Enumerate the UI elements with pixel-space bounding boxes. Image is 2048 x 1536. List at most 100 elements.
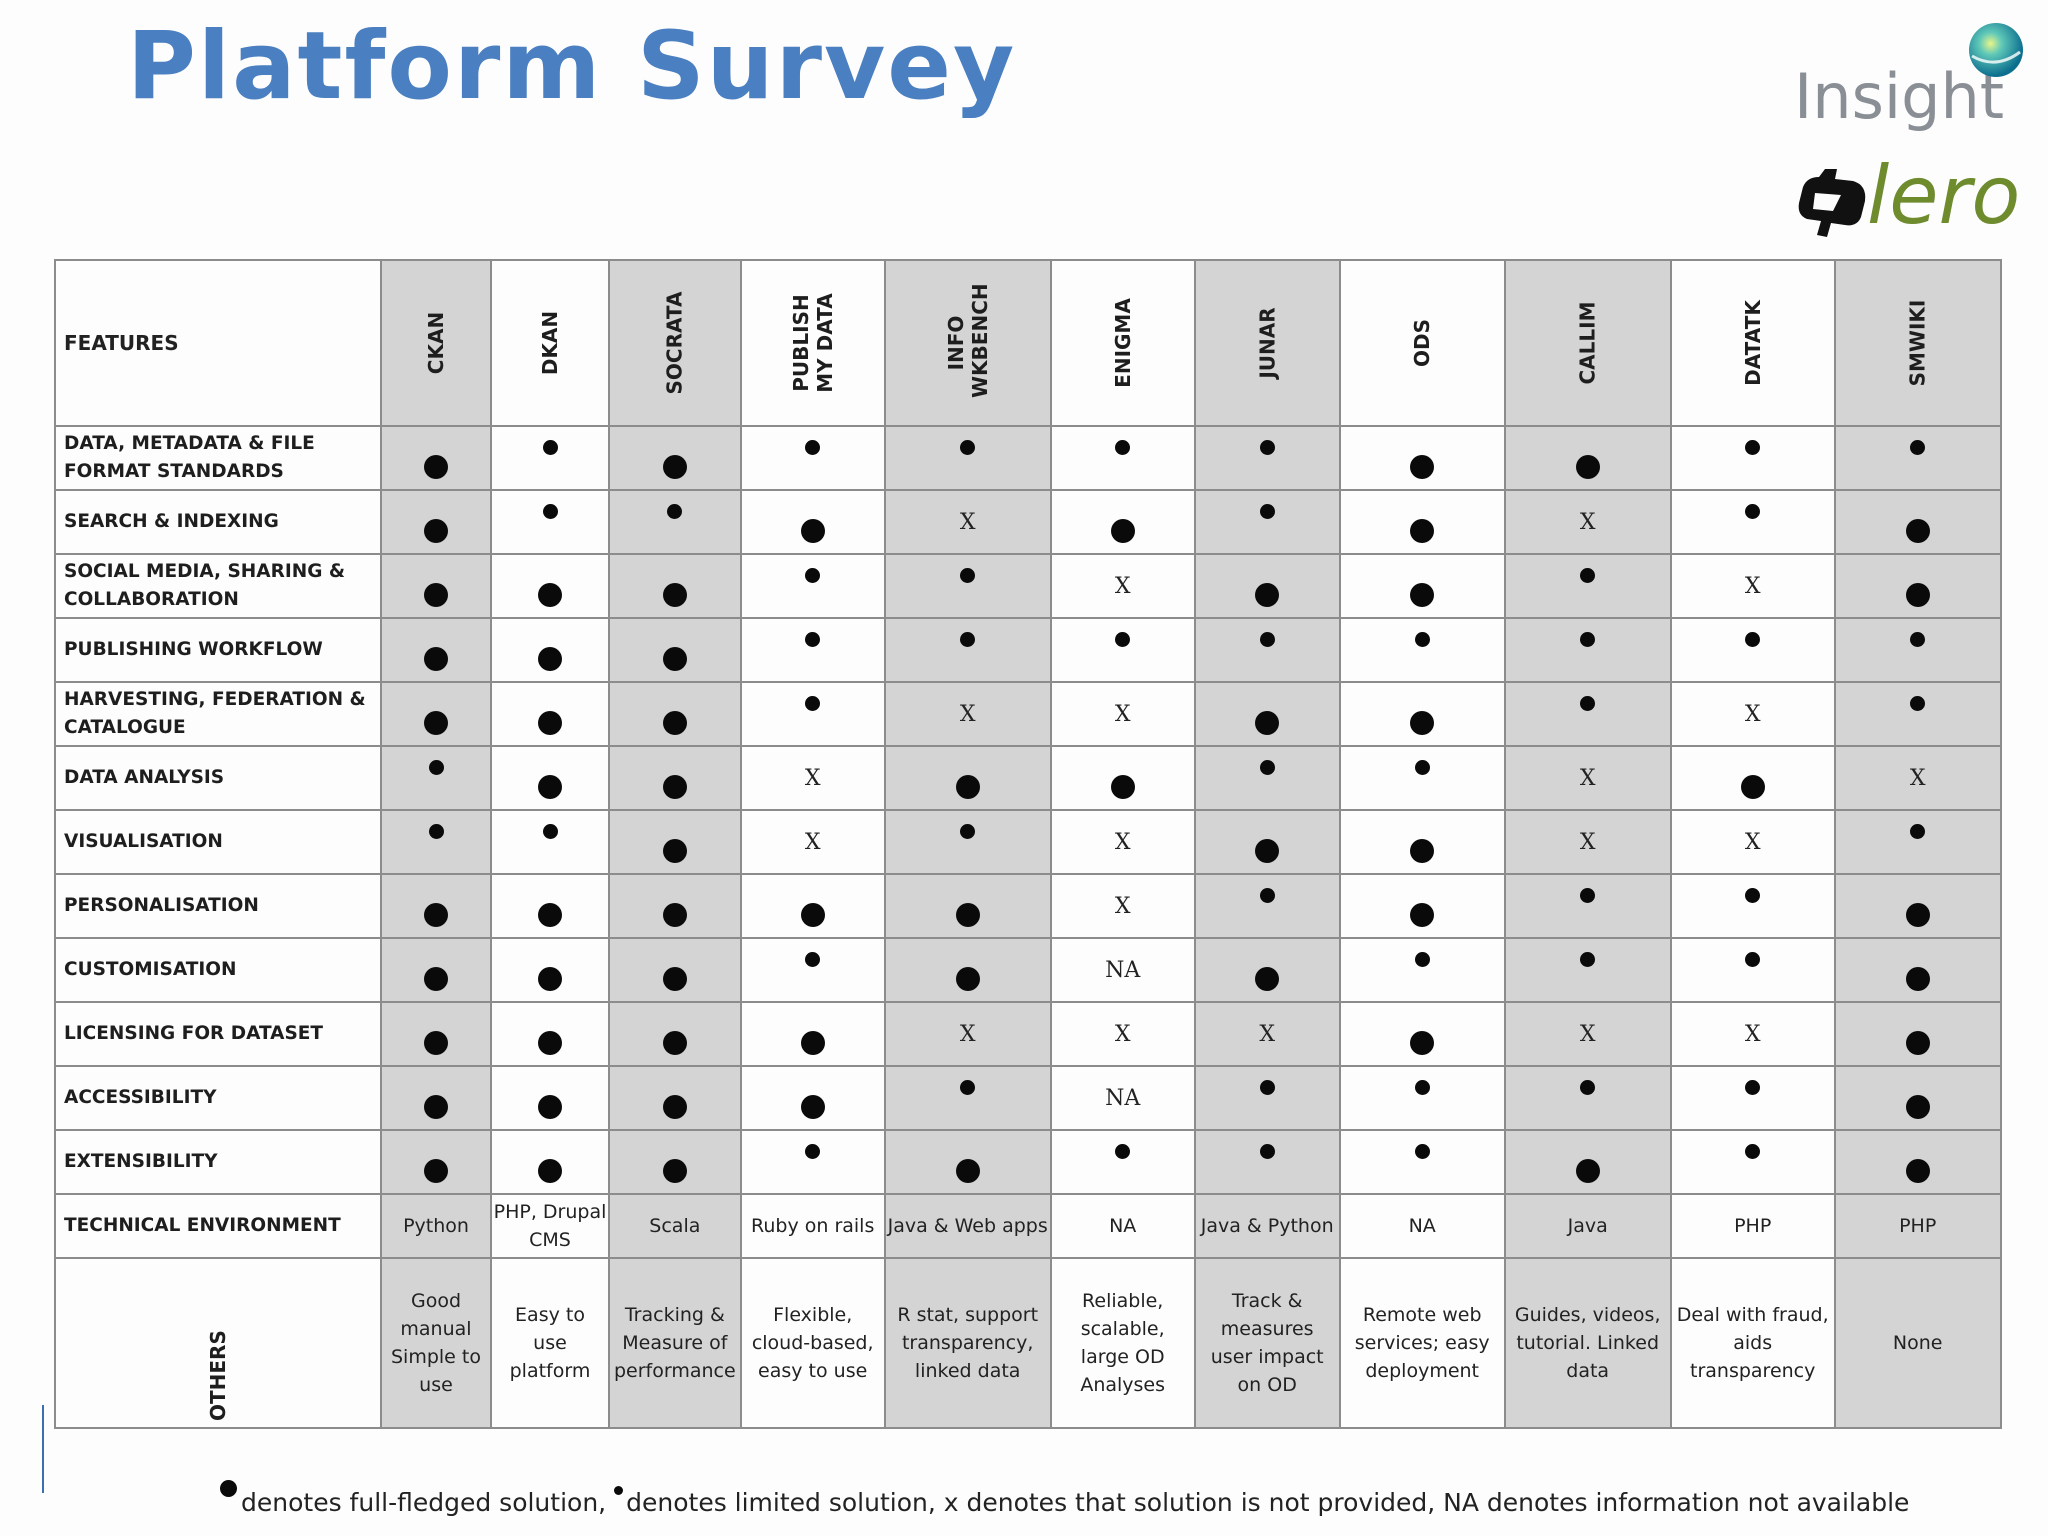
rating-cell [1669,1065,1836,1131]
full-solution-dot-icon [1410,903,1435,927]
full-solution-dot-icon [424,455,448,479]
rating-cell [1833,1065,2002,1131]
rating-cell [739,1001,886,1067]
others-cell: Deal with fraud, aids transparency [1669,1257,1836,1429]
full-solution-dot-icon [800,1031,825,1055]
full-solution-dot-icon [662,1095,687,1119]
full-solution-dot-icon [1255,711,1280,735]
rating-cell [1833,1001,2002,1067]
platform-header-socrata: SOCRATA [608,259,742,427]
limited-solution-dot-icon [428,823,444,839]
full-solution-dot-icon [1255,839,1280,863]
rating-cell: X [1503,1001,1672,1067]
rating-cell [1193,617,1341,683]
rating-cell: X [1833,745,2002,811]
table-row: SEARCH & INDEXING X X [54,489,2002,555]
feature-label: TECHNICAL ENVIRONMENT [54,1193,382,1259]
full-solution-dot-icon [662,903,687,927]
rating-cell [739,617,886,683]
rating-cell [380,681,492,747]
limited-solution-dot-icon [1414,1079,1430,1095]
limited-solution-dot-icon [960,1079,976,1095]
rating-cell [1338,1001,1506,1067]
platform-name: DATATK [1740,300,1765,386]
rating-cell: X [1049,873,1196,939]
full-solution-dot-icon [538,775,562,799]
full-solution-dot-icon [424,903,448,927]
rating-cell: X [883,489,1052,555]
rating-cell [1193,873,1341,939]
rating-cell: X [1669,681,1836,747]
table-row: EXTENSIBILITY [54,1129,2002,1195]
rating-cell [608,937,742,1003]
not-provided-mark: X [1744,573,1761,599]
feature-label: ACCESSIBILITY [54,1065,382,1131]
rating-cell [608,425,742,491]
platform-header-datatk: DATATK [1669,259,1836,427]
rating-cell [1669,617,1836,683]
feature-label: DATA ANALYSIS [54,745,382,811]
table-row: SOCIAL MEDIA, SHARING & COLLABORATION X X [54,553,2002,619]
not-provided-mark: X [959,1021,976,1047]
full-solution-dot-icon [800,1095,825,1119]
rating-cell [1669,745,1836,811]
rating-cell [1503,617,1672,683]
not-available-mark: NA [1105,957,1141,983]
full-solution-dot-icon [1410,711,1435,735]
rating-cell [1193,681,1341,747]
others-label-cell: OTHERS [54,1257,382,1429]
feature-label: DATA, METADATA & FILE FORMAT STANDARDS [54,425,382,491]
full-solution-dot-icon [1740,775,1765,799]
full-solution-dot-icon [1410,519,1435,543]
full-solution-dot-icon [1255,583,1280,607]
others-cell: None [1833,1257,2002,1429]
not-provided-mark: X [1114,829,1131,855]
limited-solution-dot-icon [1580,631,1596,647]
rating-cell [883,553,1052,619]
rating-cell [883,745,1052,811]
others-row: OTHERS Good manual Simple to use Easy to u… [54,1257,2002,1429]
limited-solution-dot-icon [1414,759,1430,775]
limited-solution-dot-icon [1745,1079,1761,1095]
limited-solution-dot-icon [1259,439,1275,455]
rating-cell [608,489,742,555]
rating-cell [739,489,886,555]
limited-solution-dot-icon [1745,1143,1761,1159]
rating-cell [1338,873,1506,939]
full-solution-dot-icon [424,711,448,735]
full-solution-dot-icon [662,455,687,479]
platform-header-ckan: CKAN [380,259,492,427]
full-solution-dot-icon [1410,455,1435,479]
insight-orb-icon [1969,23,2023,77]
full-solution-dot-icon [1575,1159,1600,1183]
rating-cell [380,489,492,555]
rating-cell [1503,873,1672,939]
rating-cell [1669,489,1836,555]
table-row: VISUALISATION X X X X [54,809,2002,875]
full-solution-dot-icon [1905,1095,1930,1119]
full-solution-dot-icon [538,647,562,671]
rating-cell [608,681,742,747]
insight-logo-text: Insight [1794,60,2005,133]
rating-cell [380,745,492,811]
table-row: ACCESSIBILITY NA [54,1065,2002,1131]
not-provided-mark: X [804,765,821,791]
rating-cell [1833,489,2002,555]
rating-cell [1833,681,2002,747]
limited-solution-dot-icon [1910,823,1926,839]
table-header-row: FEATURES CKAN DKAN SOCRATA PUBLISH MY DATA I… [54,259,2002,427]
full-solution-dot-icon [800,519,825,543]
platform-name: ENIGMA [1110,298,1135,388]
rating-cell [1193,489,1341,555]
full-solution-dot-icon [1905,1031,1930,1055]
not-provided-mark: X [1579,829,1596,855]
rating-cell [380,809,492,875]
lero-logo: lero [1795,149,2035,245]
rating-cell [608,553,742,619]
rating-cell [1338,1065,1506,1131]
rating-cell [608,617,742,683]
others-cell: Flexible, cloud-based, easy to use [739,1257,886,1429]
rating-cell [883,1129,1052,1195]
rating-cell [1338,489,1506,555]
limited-solution-dot-icon [1580,567,1596,583]
